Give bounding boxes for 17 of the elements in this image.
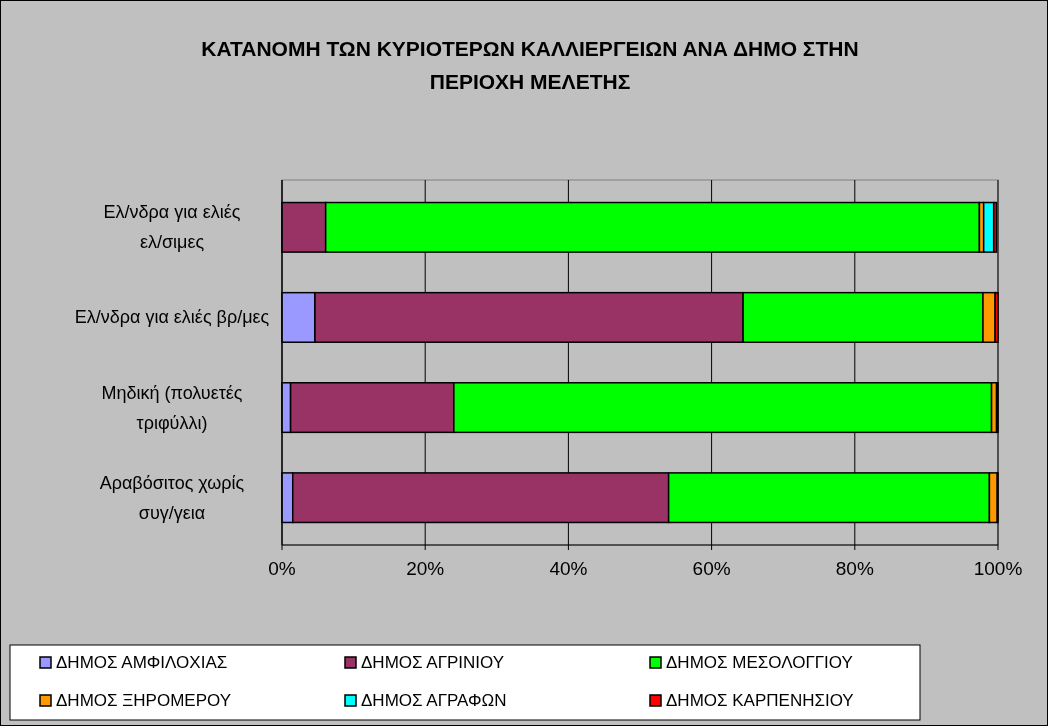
y-tick-label: Ελ/νδρα για ελιές βρ/μες	[74, 307, 270, 328]
x-tick-label: 60%	[692, 558, 731, 579]
x-tick-label: 40%	[549, 558, 588, 579]
y-tick-label: Ελ/νδρα για ελιές ελ/σιμες	[103, 202, 241, 253]
legend-label: ΔΗΜΟΣ ΑΓΡΑΦΩΝ	[361, 691, 507, 710]
y-tick-label: Μηδική (πολυετές τριφύλλι)	[101, 382, 243, 433]
legend-label: ΔΗΜΟΣ ΑΜΦΙΛΟΧΙΑΣ	[56, 653, 228, 672]
x-tick-label: 80%	[835, 558, 874, 579]
x-tick-label: 100%	[973, 558, 1023, 579]
x-tick-label: 20%	[406, 558, 445, 579]
y-tick-label: Αραβόσιτος χωρίς συγ/γεια	[99, 472, 245, 523]
chart-title: ΚΑΤΑΝΟΜΗ ΤΩΝ ΚΥΡΙΟΤΕΡΩΝ ΚΑΛΛΙΕΡΓΕΙΩΝ ΑΝΑ ΔΗΜΟ ΣΤΗΝ ΠΕΡΙΟΧΗ ΜΕΛΕΤΗΣ	[201, 37, 859, 93]
x-tick-label: 0%	[268, 558, 296, 579]
legend-label: ΔΗΜΟΣ ΚΑΡΠΕΝΗΣΙΟΥ	[666, 691, 854, 710]
legend-label: ΔΗΜΟΣ ΜΕΣΟΛΟΓΓΙΟΥ	[666, 653, 853, 672]
legend-label: ΔΗΜΟΣ ΞΗΡΟΜΕΡΟΥ	[56, 691, 231, 710]
legend-label: ΔΗΜΟΣ ΑΓΡΙΝΙΟΥ	[361, 653, 505, 672]
